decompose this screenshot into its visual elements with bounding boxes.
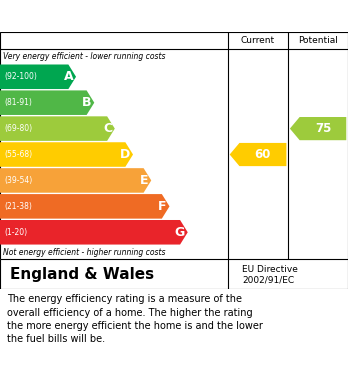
Text: (21-38): (21-38): [4, 202, 32, 211]
Text: 2002/91/EC: 2002/91/EC: [242, 275, 294, 284]
Text: D: D: [120, 148, 130, 161]
Text: A: A: [64, 70, 73, 83]
Polygon shape: [0, 90, 94, 115]
Text: (1-20): (1-20): [4, 228, 27, 237]
Polygon shape: [0, 194, 169, 219]
Text: F: F: [158, 200, 167, 213]
Text: Energy Efficiency Rating: Energy Efficiency Rating: [10, 9, 220, 23]
Text: E: E: [140, 174, 149, 187]
Text: B: B: [82, 96, 92, 109]
Polygon shape: [0, 142, 133, 167]
Polygon shape: [230, 143, 286, 166]
Polygon shape: [0, 168, 151, 193]
Polygon shape: [0, 117, 115, 141]
Text: 75: 75: [315, 122, 331, 135]
Text: Not energy efficient - higher running costs: Not energy efficient - higher running co…: [3, 248, 166, 256]
Text: EU Directive: EU Directive: [242, 265, 298, 274]
Text: G: G: [175, 226, 185, 239]
Text: England & Wales: England & Wales: [10, 267, 155, 282]
Text: (81-91): (81-91): [4, 98, 32, 107]
Text: The energy efficiency rating is a measure of the
overall efficiency of a home. T: The energy efficiency rating is a measur…: [7, 294, 263, 344]
Text: 60: 60: [255, 148, 271, 161]
Text: C: C: [103, 122, 112, 135]
Polygon shape: [290, 117, 346, 140]
Text: (69-80): (69-80): [4, 124, 32, 133]
Text: Very energy efficient - lower running costs: Very energy efficient - lower running co…: [3, 52, 166, 61]
Text: Potential: Potential: [298, 36, 338, 45]
Text: (55-68): (55-68): [4, 150, 32, 159]
Text: (92-100): (92-100): [4, 72, 37, 81]
Polygon shape: [0, 65, 76, 89]
Polygon shape: [0, 220, 188, 244]
Text: (39-54): (39-54): [4, 176, 32, 185]
Text: Current: Current: [241, 36, 275, 45]
